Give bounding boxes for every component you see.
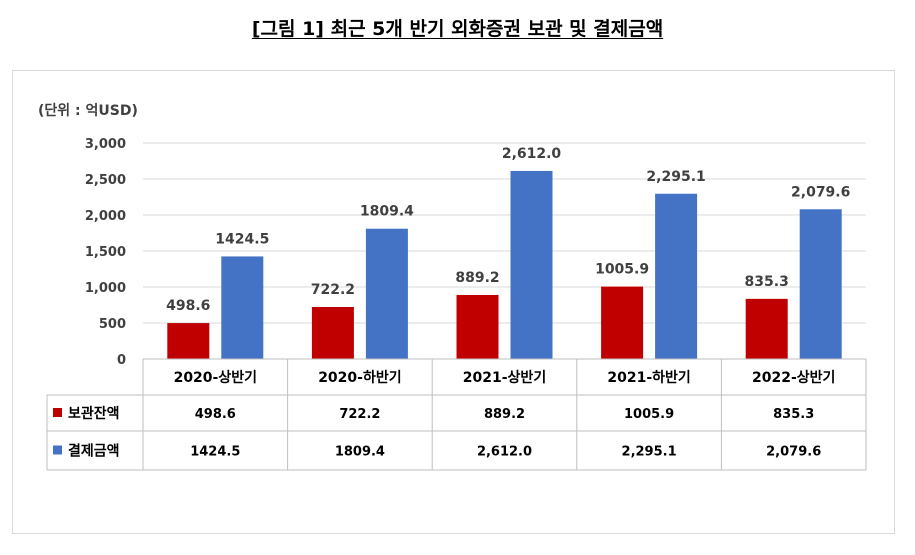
bar-settlement xyxy=(365,228,408,359)
x-category-label: 2021-하반기 xyxy=(607,369,690,386)
bar-storage xyxy=(601,286,644,359)
legend-key xyxy=(53,408,62,417)
y-tick-label: 2,500 xyxy=(85,173,126,188)
y-tick-label: 0 xyxy=(117,353,126,368)
y-tick-label: 1,000 xyxy=(85,281,126,296)
table-cell: 889.2 xyxy=(484,407,525,422)
bar-storage xyxy=(745,298,788,359)
data-label: 2,295.1 xyxy=(646,169,705,185)
y-tick-label: 500 xyxy=(99,317,126,332)
table-cell: 722.2 xyxy=(339,407,380,422)
table-cell: 1005.9 xyxy=(624,407,674,422)
data-label: 498.6 xyxy=(166,298,210,314)
table-cell: 1809.4 xyxy=(335,445,385,460)
bar-settlement xyxy=(510,170,553,359)
x-category-label: 2022-상반기 xyxy=(752,369,835,386)
table-cell: 835.3 xyxy=(773,407,814,422)
data-label: 722.2 xyxy=(311,282,355,298)
bar-storage xyxy=(167,323,210,359)
table-cell: 1424.5 xyxy=(190,445,240,460)
bar-storage xyxy=(311,307,354,359)
table-cell: 498.6 xyxy=(195,407,236,422)
unit-label: (단위 : 억USD) xyxy=(38,103,138,119)
data-label: 1809.4 xyxy=(360,204,414,220)
bar-storage xyxy=(456,294,499,359)
y-tick-label: 2,000 xyxy=(85,209,126,224)
data-label: 1424.5 xyxy=(215,231,269,247)
table-cell: 2,079.6 xyxy=(766,445,821,460)
legend-label: 보관잔액 xyxy=(68,405,120,422)
data-label: 835.3 xyxy=(745,274,789,290)
data-label: 1005.9 xyxy=(595,262,649,278)
data-label: 889.2 xyxy=(455,270,499,286)
y-tick-label: 3,000 xyxy=(85,137,126,152)
y-tick-label: 1,500 xyxy=(85,245,126,260)
x-category-label: 2020-하반기 xyxy=(318,369,401,386)
figure-title: [그림 1] 최근 5개 반기 외화증권 보관 및 결제금액 xyxy=(251,18,664,40)
legend-key xyxy=(53,445,62,455)
bar-settlement xyxy=(221,256,264,359)
bar-settlement xyxy=(799,209,842,359)
legend-label: 결제금액 xyxy=(68,443,120,460)
x-category-label: 2021-상반기 xyxy=(463,369,546,386)
x-category-label: 2020-상반기 xyxy=(174,369,257,386)
table-cell: 2,612.0 xyxy=(477,445,532,460)
data-label: 2,612.0 xyxy=(502,146,562,162)
bar-settlement xyxy=(655,193,698,359)
table-cell: 2,295.1 xyxy=(622,445,677,460)
data-label: 2,079.6 xyxy=(791,184,850,200)
